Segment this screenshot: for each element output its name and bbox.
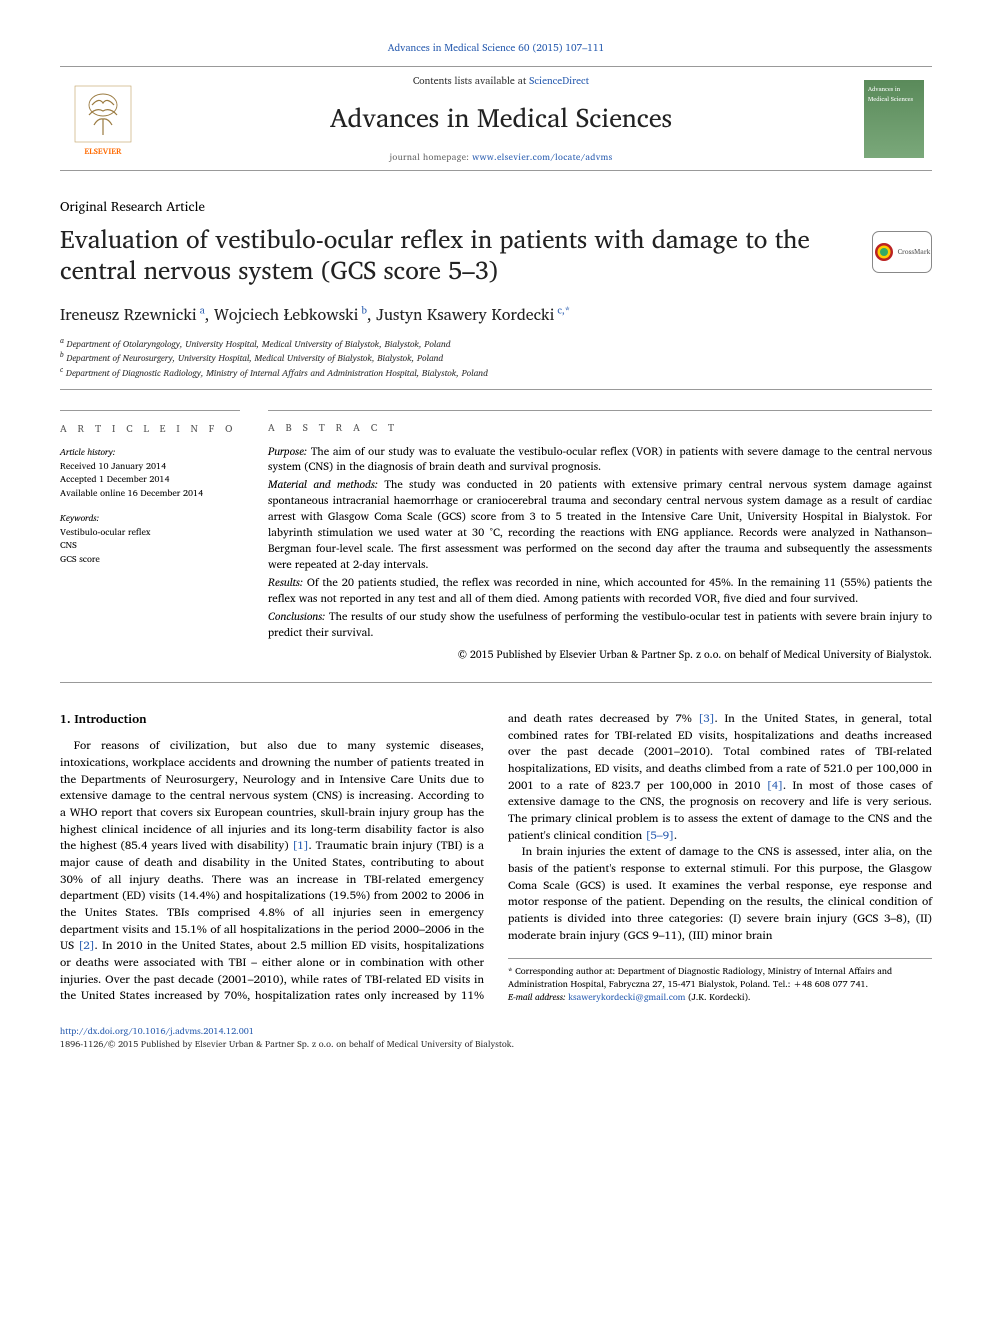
affiliation-line: a Department of Otolaryngology, Universi… xyxy=(60,336,932,351)
history-line: Received 10 January 2014 xyxy=(60,459,240,473)
crossmark-label: CrossMark xyxy=(898,247,931,258)
keywords-block: Keywords: Vestibulo-ocular reflexCNSGCS … xyxy=(60,511,240,565)
article-body: 1. Introduction For reasons of civilizat… xyxy=(60,711,932,1005)
history-line: Accepted 1 December 2014 xyxy=(60,472,240,486)
header-center: Contents lists available at ScienceDirec… xyxy=(150,73,852,164)
purpose-text: The aim of our study was to evaluate the… xyxy=(268,442,932,476)
journal-name: Advances in Medical Sciences xyxy=(150,97,852,139)
corresponding-email-link[interactable]: ksawerykordecki@gmail.com xyxy=(568,989,685,1004)
journal-homepage-link[interactable]: www.elsevier.com/locate/advms xyxy=(472,149,612,164)
abstract-copyright: © 2015 Published by Elsevier Urban & Par… xyxy=(268,647,932,662)
cover-text: Advances in Medical Sciences xyxy=(868,84,920,104)
issn-copyright: 1896-1126/© 2015 Published by Elsevier U… xyxy=(60,1036,514,1051)
page-footer: http://dx.doi.org/10.1016/j.advms.2014.1… xyxy=(60,1025,932,1050)
email-label: E-mail address: xyxy=(508,989,566,1004)
affiliations: a Department of Otolaryngology, Universi… xyxy=(60,336,932,391)
keywords-label: Keywords: xyxy=(60,511,240,525)
journal-cover-thumbnail: Advances in Medical Sciences xyxy=(864,80,924,158)
elsevier-label: ELSEVIER xyxy=(84,144,121,158)
conclusions-text: The results of our study show the useful… xyxy=(268,607,932,641)
journal-homepage-line: journal homepage: www.elsevier.com/locat… xyxy=(150,149,852,164)
abstract-column: A B S T R A C T Purpose: The aim of our … xyxy=(268,410,932,662)
sciencedirect-link[interactable]: ScienceDirect xyxy=(529,73,589,89)
keyword-line: GCS score xyxy=(60,552,240,566)
contents-prefix: Contents lists available at xyxy=(413,73,529,89)
contents-line: Contents lists available at ScienceDirec… xyxy=(150,73,852,89)
corresponding-author-footnote: * Corresponding author at: Department of… xyxy=(508,958,932,1003)
section-heading-intro: 1. Introduction xyxy=(60,711,484,728)
authors-line: Ireneusz Rzewnicki a, Wojciech Łebkowski… xyxy=(60,302,932,328)
email-suffix: (J.K. Kordecki). xyxy=(688,989,750,1004)
history-label: Article history: xyxy=(60,445,240,459)
article-type: Original Research Article xyxy=(60,195,932,217)
homepage-prefix: journal homepage: xyxy=(390,149,473,164)
keyword-line: Vestibulo-ocular reflex xyxy=(60,525,240,539)
affiliation-line: c Department of Diagnostic Radiology, Mi… xyxy=(60,365,932,380)
journal-header: ELSEVIER Contents lists available at Sci… xyxy=(60,66,932,171)
article-info-heading: A R T I C L E I N F O xyxy=(60,410,240,437)
abstract-heading: A B S T R A C T xyxy=(268,410,932,436)
journal-reference: Advances in Medical Science 60 (2015) 10… xyxy=(60,40,932,56)
crossmark-badge[interactable]: CrossMark xyxy=(872,231,932,273)
elsevier-tree-icon xyxy=(74,85,132,143)
keyword-line: CNS xyxy=(60,538,240,552)
elsevier-logo: ELSEVIER xyxy=(68,80,138,158)
history-line: Available online 16 December 2014 xyxy=(60,486,240,500)
corresponding-text: * Corresponding author at: Department of… xyxy=(508,965,932,990)
results-text: Of the 20 patients studied, the reflex w… xyxy=(268,573,932,607)
article-history: Article history: Received 10 January 201… xyxy=(60,445,240,499)
article-title: Evaluation of vestibulo-ocular reflex in… xyxy=(60,223,860,286)
crossmark-icon xyxy=(874,242,894,262)
article-info-column: A R T I C L E I N F O Article history: R… xyxy=(60,410,240,662)
intro-para-2: In brain injuries the extent of damage t… xyxy=(508,844,932,944)
affiliation-line: b Department of Neurosurgery, University… xyxy=(60,350,932,365)
